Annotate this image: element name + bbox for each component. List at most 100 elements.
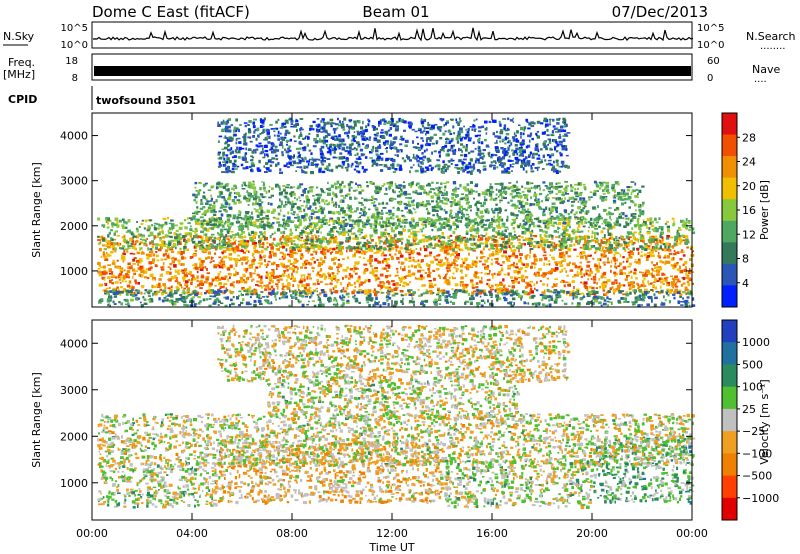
- data-cell: [655, 221, 659, 224]
- data-cell: [104, 255, 108, 259]
- data-cell: [361, 250, 364, 252]
- data-cell: [434, 244, 437, 248]
- data-cell: [601, 283, 606, 287]
- data-cell: [450, 254, 452, 257]
- data-cell: [376, 277, 380, 280]
- data-cell: [238, 217, 243, 219]
- freq-unit: [MHz]: [3, 68, 35, 81]
- data-cell: [492, 251, 495, 253]
- data-cell: [617, 239, 620, 243]
- data-cell: [402, 261, 405, 265]
- data-cell: [240, 225, 245, 228]
- data-cell: [394, 241, 397, 245]
- data-cell: [226, 197, 231, 201]
- data-cell: [374, 258, 378, 262]
- data-cell: [466, 267, 470, 271]
- data-cell: [556, 223, 558, 225]
- data-cell: [423, 189, 426, 193]
- data-cell: [432, 277, 436, 281]
- data-cell: [276, 221, 281, 224]
- data-cell: [363, 222, 367, 225]
- data-cell: [425, 263, 429, 267]
- data-cell: [613, 265, 617, 269]
- data-cell: [444, 252, 447, 255]
- data-cell: [268, 189, 270, 193]
- data-cell: [423, 204, 426, 208]
- data-cell: [598, 258, 602, 262]
- data-cell: [110, 239, 112, 242]
- data-cell: [211, 244, 215, 248]
- data-cell: [649, 235, 652, 239]
- data-cell: [618, 282, 621, 285]
- data-cell: [196, 222, 201, 226]
- data-cell: [539, 234, 542, 238]
- data-cell: [507, 285, 511, 287]
- data-cell: [141, 235, 145, 238]
- data-cell: [306, 232, 311, 235]
- data-cell: [542, 272, 546, 275]
- data-cell: [412, 236, 417, 239]
- data-cell: [551, 202, 556, 205]
- data-cell: [339, 183, 343, 186]
- data-cell: [564, 281, 569, 283]
- data-cell: [182, 235, 186, 239]
- data-cell: [678, 238, 682, 241]
- data-cell: [521, 190, 525, 193]
- data-cell: [245, 223, 248, 226]
- data-cell: [135, 227, 139, 231]
- data-cell: [177, 240, 181, 244]
- data-cell: [354, 261, 359, 265]
- data-cell: [265, 190, 268, 194]
- data-cell: [310, 222, 313, 226]
- data-cell: [412, 231, 417, 234]
- data-cell: [580, 216, 584, 219]
- data-cell: [310, 212, 315, 215]
- data-cell: [354, 222, 356, 225]
- data-cell: [529, 287, 533, 291]
- data-cell: [205, 268, 208, 271]
- data-cell: [164, 286, 167, 290]
- data-cell: [416, 192, 421, 195]
- data-cell: [265, 273, 269, 277]
- data-cell: [564, 186, 568, 189]
- data-cell: [611, 248, 615, 251]
- data-cell: [403, 181, 406, 183]
- data-cell: [578, 217, 581, 221]
- data-cell: [346, 266, 349, 270]
- data-cell: [102, 289, 105, 292]
- data-cell: [226, 224, 230, 227]
- data-cell: [594, 252, 597, 254]
- data-cell: [302, 274, 306, 276]
- data-cell: [498, 189, 502, 192]
- data-cell: [350, 232, 354, 235]
- data-cell: [200, 198, 203, 202]
- data-cell: [607, 240, 611, 243]
- data-cell: [655, 243, 659, 246]
- data-cell: [428, 285, 433, 289]
- data-cell: [403, 265, 406, 269]
- data-cell: [601, 196, 605, 199]
- data-cell: [255, 231, 257, 234]
- data-cell: [237, 213, 241, 217]
- data-cell: [663, 248, 666, 252]
- data-cell: [539, 229, 543, 232]
- data-cell: [514, 255, 519, 259]
- data-cell: [687, 289, 691, 292]
- data-cell: [145, 290, 148, 293]
- data-cell: [176, 243, 179, 246]
- data-cell: [601, 272, 604, 276]
- data-cell: [282, 288, 285, 291]
- data-cell: [156, 235, 159, 238]
- data-cell: [328, 230, 333, 233]
- data-cell: [267, 224, 271, 228]
- data-cell: [685, 238, 689, 242]
- data-cell: [650, 242, 652, 246]
- data-cell: [534, 262, 537, 266]
- data-cell: [369, 181, 373, 185]
- data-cell: [247, 204, 250, 206]
- data-cell: [416, 252, 420, 255]
- data-cell: [140, 270, 145, 273]
- data-cell: [369, 225, 373, 227]
- data-cell: [499, 182, 504, 186]
- data-cell: [653, 238, 658, 241]
